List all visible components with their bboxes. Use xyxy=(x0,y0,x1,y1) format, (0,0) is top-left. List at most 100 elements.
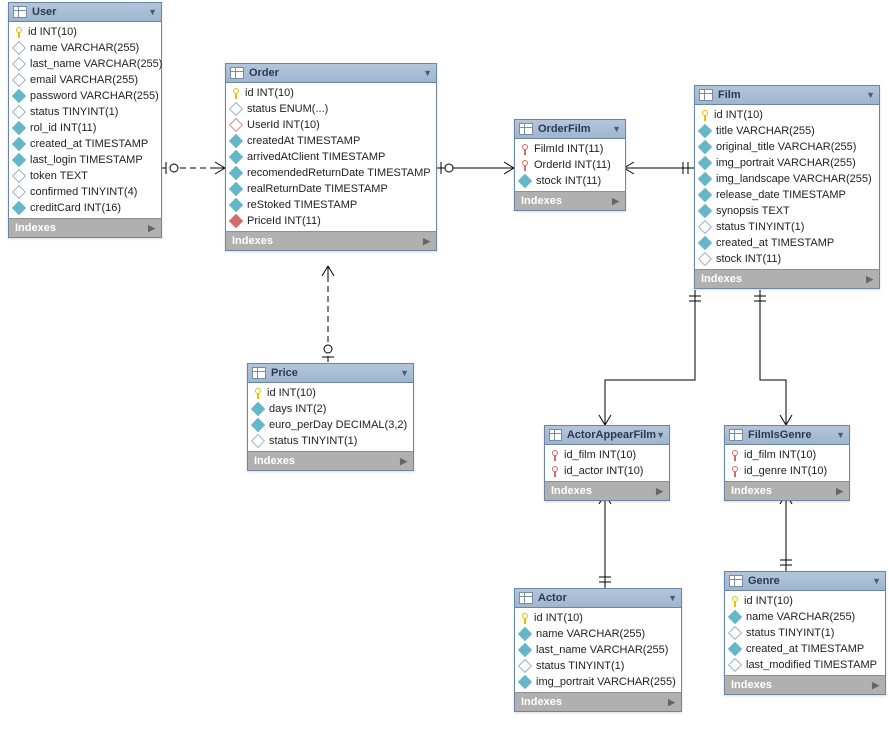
column-row[interactable]: id_film INT(10) xyxy=(725,447,849,463)
column-row[interactable]: id INT(10) xyxy=(515,610,681,626)
column-row[interactable]: stock INT(11) xyxy=(695,251,879,267)
column-row[interactable]: stock INT(11) xyxy=(515,173,625,189)
entity-header[interactable]: FilmIsGenre▼ xyxy=(725,426,849,445)
column-row[interactable]: days INT(2) xyxy=(248,401,413,417)
column-row[interactable]: synopsis TEXT xyxy=(695,203,879,219)
column-row[interactable]: id_genre INT(10) xyxy=(725,463,849,479)
column-row[interactable]: last_name VARCHAR(255) xyxy=(9,56,161,72)
entity-header[interactable]: OrderFilm▼ xyxy=(515,120,625,139)
column-row[interactable]: id INT(10) xyxy=(695,107,879,123)
indexes-row[interactable]: Indexes▶ xyxy=(226,231,436,250)
column-row[interactable]: password VARCHAR(255) xyxy=(9,88,161,104)
expand-icon[interactable]: ▶ xyxy=(866,274,873,285)
entity-orderfilm[interactable]: OrderFilm▼ FilmId INT(11)OrderId INT(11)s… xyxy=(514,119,626,211)
column-text: img_portrait VARCHAR(255) xyxy=(536,676,676,688)
column-text: createdAt TIMESTAMP xyxy=(247,135,360,147)
entity-user[interactable]: User▼ id INT(10)name VARCHAR(255)last_nam… xyxy=(8,2,162,238)
column-row[interactable]: name VARCHAR(255) xyxy=(515,626,681,642)
column-row[interactable]: created_at TIMESTAMP xyxy=(725,641,885,657)
indexes-row[interactable]: Indexes▶ xyxy=(725,481,849,500)
column-row[interactable]: realReturnDate TIMESTAMP xyxy=(226,181,436,197)
column-row[interactable]: img_portrait VARCHAR(255) xyxy=(695,155,879,171)
entity-header[interactable]: User▼ xyxy=(9,3,161,22)
entity-order[interactable]: Order▼ id INT(10)status ENUM(...)UserId I… xyxy=(225,63,437,251)
collapse-icon[interactable]: ▼ xyxy=(668,593,677,603)
expand-icon[interactable]: ▶ xyxy=(612,196,619,207)
collapse-icon[interactable]: ▼ xyxy=(872,576,881,586)
indexes-row[interactable]: Indexes▶ xyxy=(248,451,413,470)
column-row[interactable]: status TINYINT(1) xyxy=(9,104,161,120)
column-row[interactable]: name VARCHAR(255) xyxy=(9,40,161,56)
entity-actorappearfilm[interactable]: ActorAppearFilm▼ id_film INT(10)id_actor … xyxy=(544,425,670,501)
indexes-row[interactable]: Indexes▶ xyxy=(9,218,161,237)
expand-icon[interactable]: ▶ xyxy=(400,456,407,467)
collapse-icon[interactable]: ▼ xyxy=(656,430,665,440)
column-row[interactable]: id_film INT(10) xyxy=(545,447,669,463)
column-row[interactable]: status TINYINT(1) xyxy=(515,658,681,674)
column-row[interactable]: img_portrait VARCHAR(255) xyxy=(515,674,681,690)
column-row[interactable]: FilmId INT(11) xyxy=(515,141,625,157)
column-row[interactable]: status ENUM(...) xyxy=(226,101,436,117)
column-row[interactable]: UserId INT(10) xyxy=(226,117,436,133)
column-row[interactable]: id INT(10) xyxy=(9,24,161,40)
column-row[interactable]: PriceId INT(11) xyxy=(226,213,436,229)
column-row[interactable]: release_date TIMESTAMP xyxy=(695,187,879,203)
column-row[interactable]: euro_perDay DECIMAL(3,2) xyxy=(248,417,413,433)
columns-list: id INT(10)days INT(2)euro_perDay DECIMAL… xyxy=(248,383,413,451)
column-row[interactable]: last_modified TIMESTAMP xyxy=(725,657,885,673)
collapse-icon[interactable]: ▼ xyxy=(836,430,845,440)
column-row[interactable]: title VARCHAR(255) xyxy=(695,123,879,139)
indexes-row[interactable]: Indexes▶ xyxy=(695,269,879,288)
entity-genre[interactable]: Genre▼ id INT(10)name VARCHAR(255)status … xyxy=(724,571,886,695)
entity-header[interactable]: Price▼ xyxy=(248,364,413,383)
column-row[interactable]: email VARCHAR(255) xyxy=(9,72,161,88)
column-row[interactable]: confirmed TINYINT(4) xyxy=(9,184,161,200)
column-row[interactable]: id INT(10) xyxy=(248,385,413,401)
column-row[interactable]: creditCard INT(16) xyxy=(9,200,161,216)
column-row[interactable]: status TINYINT(1) xyxy=(695,219,879,235)
expand-icon[interactable]: ▶ xyxy=(668,697,675,708)
collapse-icon[interactable]: ▼ xyxy=(400,368,409,378)
collapse-icon[interactable]: ▼ xyxy=(612,124,621,134)
entity-header[interactable]: Film▼ xyxy=(695,86,879,105)
column-row[interactable]: last_name VARCHAR(255) xyxy=(515,642,681,658)
expand-icon[interactable]: ▶ xyxy=(656,486,663,497)
expand-icon[interactable]: ▶ xyxy=(836,486,843,497)
entity-header[interactable]: Order▼ xyxy=(226,64,436,83)
column-row[interactable]: created_at TIMESTAMP xyxy=(695,235,879,251)
collapse-icon[interactable]: ▼ xyxy=(423,68,432,78)
column-row[interactable]: img_landscape VARCHAR(255) xyxy=(695,171,879,187)
column-row[interactable]: created_at TIMESTAMP xyxy=(9,136,161,152)
column-row[interactable]: OrderId INT(11) xyxy=(515,157,625,173)
column-row[interactable]: id INT(10) xyxy=(725,593,885,609)
column-row[interactable]: recomendedReturnDate TIMESTAMP xyxy=(226,165,436,181)
entity-film[interactable]: Film▼ id INT(10)title VARCHAR(255)origina… xyxy=(694,85,880,289)
column-row[interactable]: createdAt TIMESTAMP xyxy=(226,133,436,149)
expand-icon[interactable]: ▶ xyxy=(148,223,155,234)
column-row[interactable]: rol_id INT(11) xyxy=(9,120,161,136)
collapse-icon[interactable]: ▼ xyxy=(148,7,157,17)
indexes-row[interactable]: Indexes▶ xyxy=(515,692,681,711)
indexes-row[interactable]: Indexes▶ xyxy=(725,675,885,694)
column-row[interactable]: reStoked TIMESTAMP xyxy=(226,197,436,213)
indexes-row[interactable]: Indexes▶ xyxy=(545,481,669,500)
column-row[interactable]: arrivedAtClient TIMESTAMP xyxy=(226,149,436,165)
column-row[interactable]: original_title VARCHAR(255) xyxy=(695,139,879,155)
entity-header[interactable]: Genre▼ xyxy=(725,572,885,591)
entity-price[interactable]: Price▼id INT(10)days INT(2)euro_perDay D… xyxy=(247,363,414,471)
entity-header[interactable]: Actor▼ xyxy=(515,589,681,608)
column-row[interactable]: status TINYINT(1) xyxy=(248,433,413,449)
column-row[interactable]: name VARCHAR(255) xyxy=(725,609,885,625)
expand-icon[interactable]: ▶ xyxy=(423,236,430,247)
collapse-icon[interactable]: ▼ xyxy=(866,90,875,100)
expand-icon[interactable]: ▶ xyxy=(872,680,879,691)
column-row[interactable]: token TEXT xyxy=(9,168,161,184)
entity-actor[interactable]: Actor▼ id INT(10)name VARCHAR(255)last_na… xyxy=(514,588,682,712)
entity-filmisgenre[interactable]: FilmIsGenre▼ id_film INT(10)id_genre INT(… xyxy=(724,425,850,501)
indexes-row[interactable]: Indexes▶ xyxy=(515,191,625,210)
column-row[interactable]: last_login TIMESTAMP xyxy=(9,152,161,168)
column-row[interactable]: status TINYINT(1) xyxy=(725,625,885,641)
column-row[interactable]: id INT(10) xyxy=(226,85,436,101)
entity-header[interactable]: ActorAppearFilm▼ xyxy=(545,426,669,445)
column-row[interactable]: id_actor INT(10) xyxy=(545,463,669,479)
